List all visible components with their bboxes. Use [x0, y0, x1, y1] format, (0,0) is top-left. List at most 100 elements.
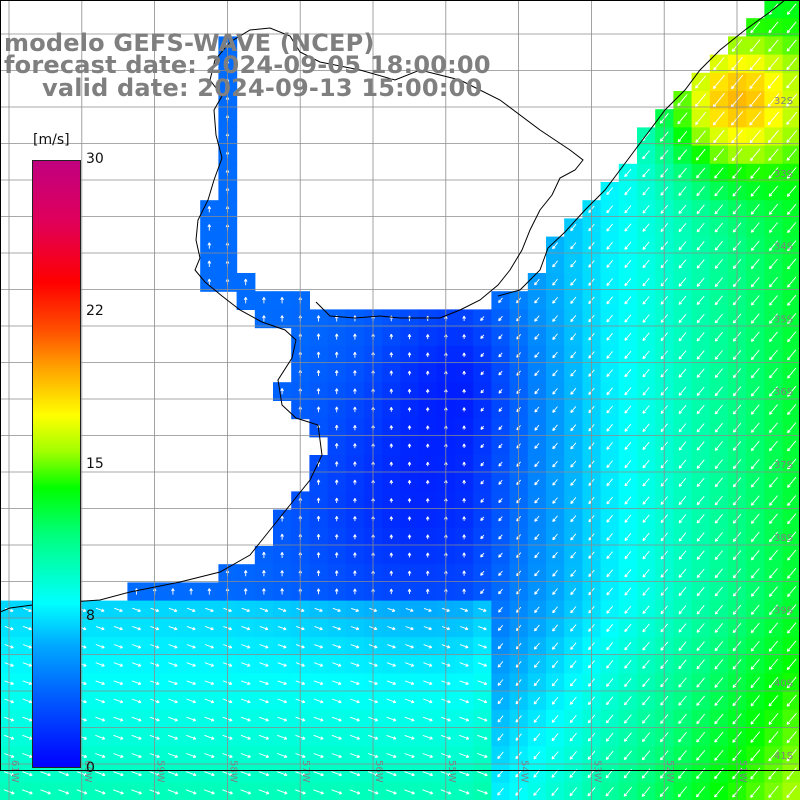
wind-arrow [552, 369, 558, 377]
wind-arrow [624, 369, 632, 378]
wind-arrow [389, 479, 394, 485]
wind-arrow [750, 677, 760, 689]
wind-arrow [316, 351, 321, 358]
wind-arrow [407, 388, 412, 394]
wind-arrow [386, 716, 397, 722]
wind-arrow [678, 405, 687, 415]
latitude-label: 39S [774, 606, 793, 617]
wind-arrow [768, 39, 779, 52]
wind-arrow [642, 314, 650, 323]
wind-arrow [696, 441, 705, 451]
wind-arrow [624, 405, 632, 414]
wind-arrow [678, 550, 687, 560]
wind-arrow [750, 331, 760, 342]
wind-arrow [407, 479, 412, 485]
wind-arrow [423, 680, 433, 685]
wind-arrow [480, 371, 485, 376]
wind-arrow [569, 751, 577, 760]
wind-arrow [787, 476, 797, 488]
wind-arrow [241, 644, 251, 649]
wind-arrow [460, 607, 469, 612]
wind-arrow [714, 513, 723, 524]
wind-arrow [258, 771, 270, 777]
wind-arrow [313, 789, 324, 795]
colorbar-tick-30: 30 [86, 151, 104, 167]
wind-arrow [353, 424, 357, 431]
wind-arrow [207, 224, 212, 231]
wind-arrow [280, 296, 284, 304]
wind-arrow [750, 658, 760, 670]
wind-arrow [623, 786, 633, 797]
wind-arrow [334, 479, 339, 485]
wind-arrow [678, 368, 687, 378]
wind-arrow [462, 479, 466, 485]
wind-arrow [353, 497, 357, 503]
wind-arrow [642, 659, 650, 669]
wind-arrow [678, 587, 687, 597]
wind-arrow [277, 716, 288, 722]
wind-arrow [714, 422, 723, 433]
longitude-label: 53W [591, 760, 602, 783]
wind-arrow [713, 129, 725, 144]
wind-arrow [552, 479, 558, 486]
wind-arrow [22, 680, 33, 685]
wind-arrow [422, 753, 433, 758]
wind-arrow [186, 625, 196, 631]
wind-arrow [551, 733, 559, 742]
wind-arrow [714, 331, 723, 342]
wind-arrow [316, 369, 321, 376]
wind-arrow [353, 588, 357, 595]
wind-arrow [534, 370, 540, 377]
field-cell [91, 782, 110, 800]
wind-arrow [642, 587, 650, 596]
wind-arrow [95, 625, 105, 631]
wind-arrow [696, 713, 706, 725]
wind-arrow [606, 587, 613, 596]
wind-arrow [262, 570, 266, 577]
wind-arrow [570, 497, 577, 505]
wind-arrow [207, 205, 212, 213]
wind-arrow [280, 551, 284, 558]
wind-arrow [552, 551, 558, 559]
wind-arrow [533, 660, 540, 668]
wind-arrow [641, 714, 651, 724]
wind-arrow [695, 111, 707, 126]
latitude-label: 33S [774, 169, 793, 180]
wind-arrow [642, 296, 650, 305]
wind-arrow [389, 588, 394, 595]
wind-arrow [389, 443, 394, 449]
wind-arrow [696, 731, 706, 743]
wind-arrow [768, 148, 779, 161]
wind-arrow [551, 696, 559, 705]
wind-arrow [331, 789, 343, 795]
wind-arrow [642, 441, 650, 451]
wind-arrow [714, 222, 724, 233]
wind-arrow [533, 678, 540, 687]
wind-arrow [480, 552, 485, 558]
wind-arrow [387, 607, 396, 612]
wind-arrow [480, 480, 485, 485]
wind-arrow [768, 440, 778, 452]
longitude-label: 55W [446, 760, 457, 783]
wind-arrow [459, 662, 469, 667]
wind-arrow [714, 240, 723, 251]
field-cell [254, 782, 274, 800]
wind-arrow [331, 698, 342, 704]
wind-arrow [624, 551, 632, 560]
wind-arrow [749, 111, 762, 126]
wind-arrow [204, 716, 215, 722]
wind-arrow [407, 534, 412, 540]
wind-arrow [624, 496, 632, 505]
wind-arrow [768, 622, 779, 634]
wind-arrow [767, 75, 780, 89]
wind-arrow [787, 404, 797, 416]
wind-arrow [749, 57, 761, 71]
wind-arrow [678, 314, 687, 324]
wind-arrow [714, 204, 724, 215]
wind-arrow [425, 407, 430, 412]
wind-arrow [678, 659, 687, 670]
wind-arrow [459, 753, 470, 758]
wind-arrow [696, 404, 705, 415]
wind-arrow [606, 569, 613, 578]
wind-arrow [768, 222, 778, 233]
